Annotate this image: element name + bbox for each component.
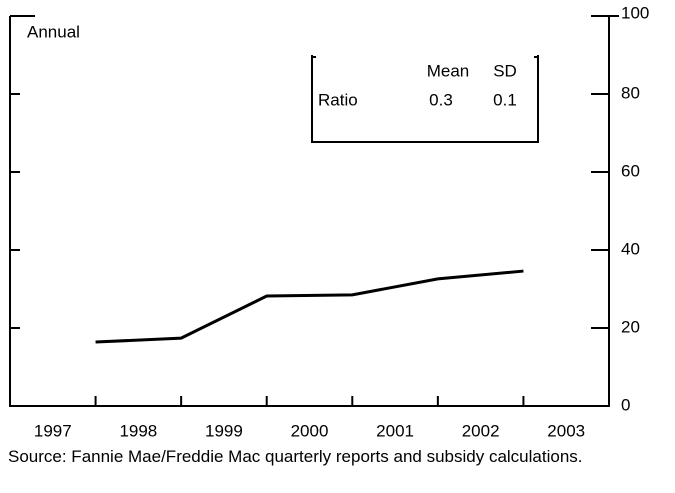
x-tick-label: 2001: [376, 421, 414, 440]
x-tick-label: 1997: [34, 421, 72, 440]
x-tick-label: 2003: [547, 421, 585, 440]
table-header: Mean: [427, 61, 470, 80]
source-box: Source: Fannie Mae/Freddie Mac quarterly…: [8, 447, 583, 466]
axes: [9, 16, 610, 407]
table-header: SD: [493, 61, 517, 80]
y-tick-label: 40: [621, 239, 640, 258]
x-tick-label: 1999: [205, 421, 243, 440]
source: Source: Fannie Mae/Freddie Mac quarterly…: [8, 447, 583, 466]
line: [95, 269, 524, 344]
x-tick-label: 2000: [291, 421, 329, 440]
y-tick-label: 0: [621, 395, 630, 414]
inset-frame: [311, 55, 539, 143]
x-tick-label: 1998: [119, 421, 157, 440]
inset-table: Mean SD Ratio 0.3 0.1: [311, 55, 539, 143]
y-tick-label: 20: [621, 317, 640, 336]
x-tick-label: 2002: [462, 421, 500, 440]
table-cell: 0.3: [429, 90, 453, 109]
y-tick-label: 80: [621, 83, 640, 102]
annotation: Annual: [27, 22, 80, 41]
table-cell: 0.1: [493, 90, 517, 109]
table-cell: Ratio: [318, 90, 358, 109]
y-tick-label: 100: [621, 3, 649, 22]
y-tick-label: 60: [621, 161, 640, 180]
